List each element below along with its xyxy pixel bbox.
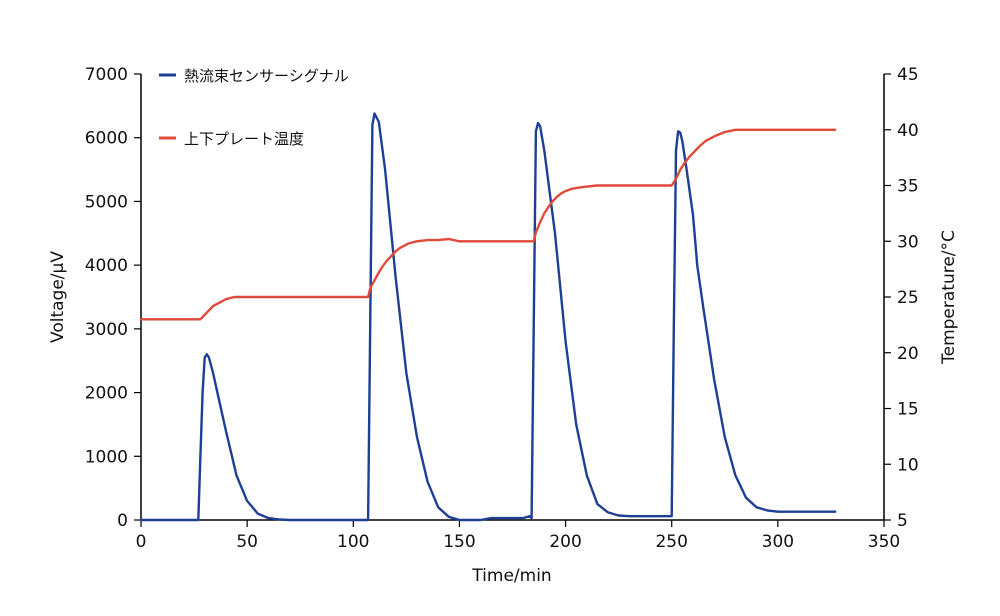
right-y-tick-label: 25 [897,288,919,308]
right-y-tick-label: 40 [897,121,919,141]
x-tick-label: 250 [655,532,687,552]
left-y-tick-label: 5000 [85,192,128,212]
series-line-plate-temperature [139,128,837,321]
x-tick-label: 50 [236,532,258,552]
right-y-tick-label: 5 [897,511,908,531]
left-y-tick-label: 7000 [85,65,128,85]
right-y-ticks: 5 10 15 20 25 30 35 40 45 [884,65,919,531]
left-y-tick-label: 3000 [85,320,128,340]
x-tick-label: 0 [136,532,147,552]
left-y-tick-label: 4000 [85,256,128,276]
left-y-tick-label: 1000 [85,447,128,467]
right-y-axis-title: Temperature/°C [939,230,959,365]
series-line-heat-flux [139,112,837,522]
x-axis-title: Time/min [471,566,551,586]
x-tick-label: 350 [868,532,900,552]
series-group [139,112,837,522]
right-y-tick-label: 45 [897,65,919,85]
x-tick-label: 100 [337,532,369,552]
right-y-tick-label: 20 [897,344,919,364]
right-y-tick-label: 30 [897,232,919,252]
left-y-tick-label: 2000 [85,384,128,404]
left-y-ticks: 0 1000 2000 3000 4000 5000 6000 7000 [85,65,141,531]
x-tick-label: 150 [443,532,475,552]
x-ticks: 0 50 100 150 200 250 300 350 [136,520,900,552]
legend-label-heat-flux: 熱流束センサーシグナル [184,67,349,85]
x-tick-label: 300 [762,532,794,552]
right-y-tick-label: 10 [897,455,919,475]
legend-label-plate-temperature: 上下プレート温度 [184,130,304,148]
x-tick-label: 200 [549,532,581,552]
legend: 熱流束センサーシグナル 上下プレート温度 [159,67,349,148]
left-y-tick-label: 0 [117,511,128,531]
right-y-tick-label: 15 [897,400,919,420]
left-y-axis-title: Voltage/μV [48,251,68,343]
left-y-tick-label: 6000 [85,129,128,149]
right-y-tick-label: 35 [897,177,919,197]
